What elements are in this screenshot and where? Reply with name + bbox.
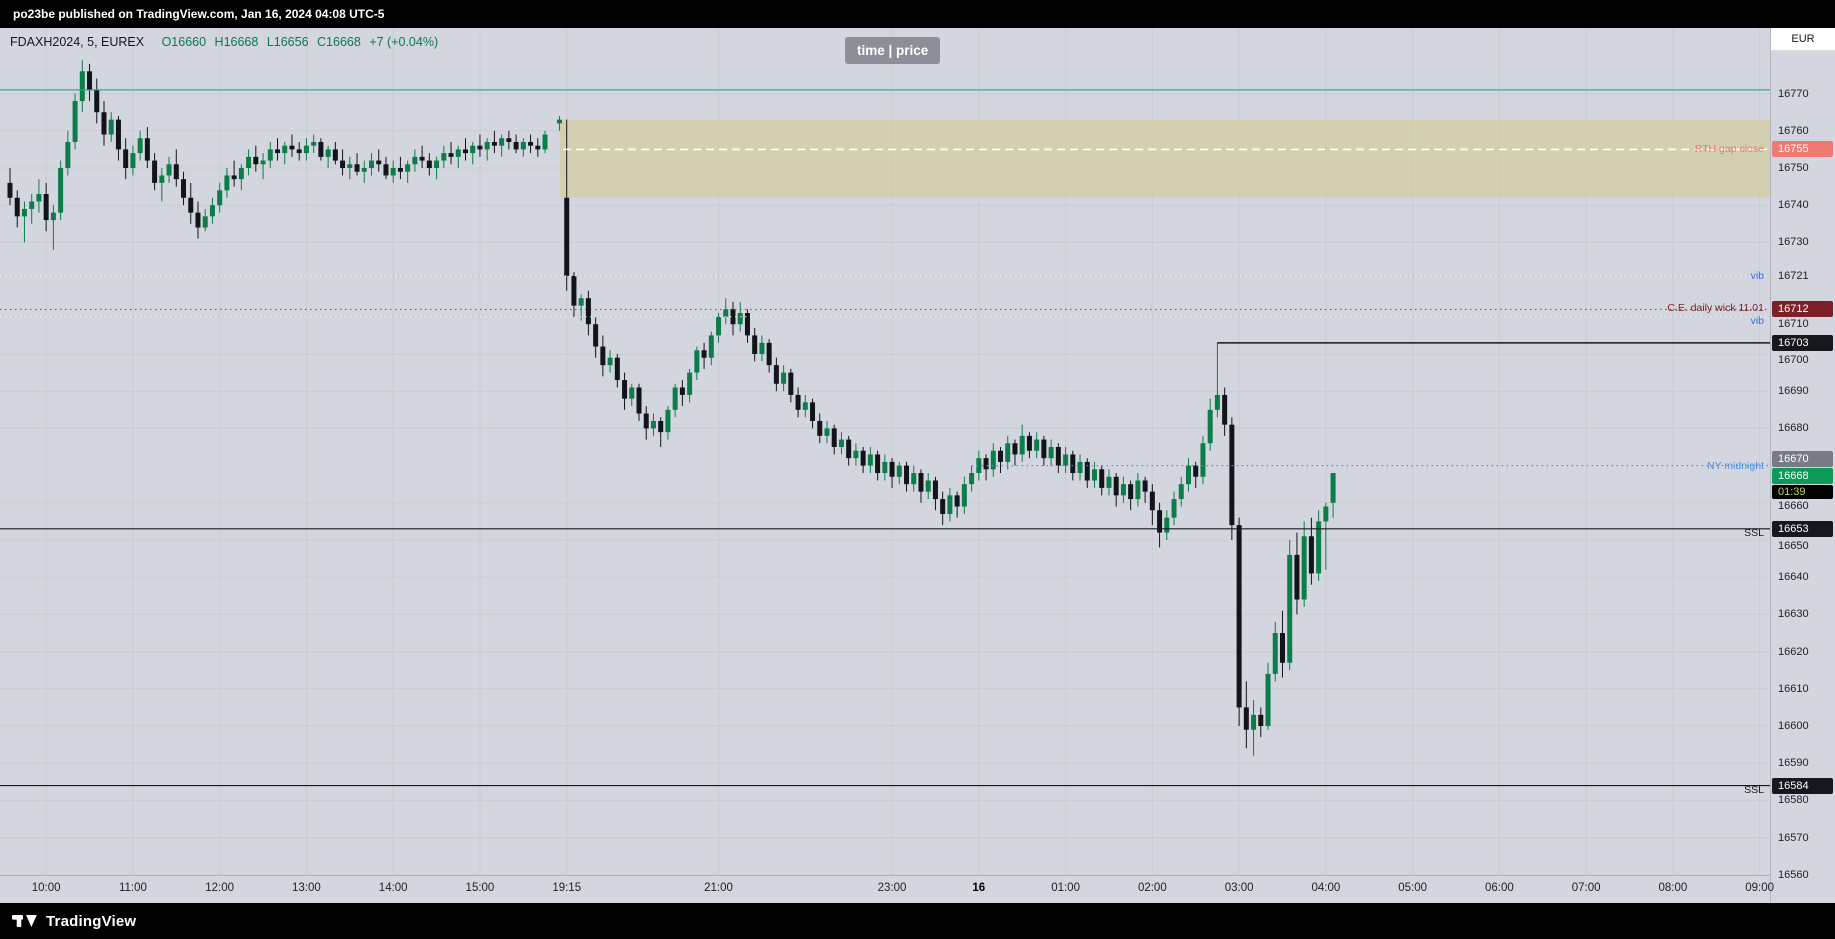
price-label-16703: 16703 <box>1772 334 1833 351</box>
price-label-16584: 16584 <box>1772 777 1833 794</box>
time-label-0200: 02:00 <box>1137 882 1167 894</box>
price-label-16712: 16712 <box>1772 301 1833 318</box>
bottom-bar: TradingView <box>0 903 1835 939</box>
time-scale[interactable]: 10:00 11:00 12:00 13:00 14:00 15:00 19:15 21:00… <box>0 875 1774 903</box>
time-label-0100: 01:00 <box>1051 882 1080 894</box>
time-label-0300: 03:00 <box>1224 882 1254 894</box>
ohlc-legend[interactable]: FDAXH2024, 5, EUREX O16660 H16668 L16656… <box>10 35 443 49</box>
time-label-0800: 08:00 <box>1658 882 1688 894</box>
price-label-16670: 16670 <box>1772 450 1833 467</box>
time-label-16: 16 <box>972 882 986 894</box>
legend-change: +7 (+0.04%) <box>369 35 439 49</box>
publish-bar: po23be published on TradingView.com, Jan… <box>0 0 1835 28</box>
time-label-1400: 14:00 <box>378 882 408 894</box>
price-tick-16740: 16740 <box>1778 199 1809 212</box>
price-tick-16750: 16750 <box>1778 162 1809 174</box>
currency-label: EUR <box>1771 28 1835 51</box>
time-label-2300: 23:00 <box>877 882 907 894</box>
price-label-16755: 16755 <box>1772 141 1833 158</box>
candlestick-chart[interactable] <box>0 28 1770 875</box>
price-tick-16770: 16770 <box>1778 87 1809 100</box>
ssl-upper-label[interactable]: SSL <box>1744 526 1764 539</box>
price-tick-16650: 16650 <box>1778 540 1809 552</box>
time-label-0400: 04:00 <box>1311 882 1341 894</box>
time-label-0500: 05:00 <box>1398 882 1427 894</box>
ny-midnight-label[interactable]: NY midnight <box>1706 459 1764 472</box>
time-label-1200: 12:00 <box>205 882 235 894</box>
price-tick-16600: 16600 <box>1778 720 1809 732</box>
bar-countdown-label: 01:39 <box>1772 485 1833 500</box>
legend-close: C16668 <box>317 35 361 49</box>
time-label-1100: 11:00 <box>118 882 147 894</box>
price-tick-16630: 16630 <box>1778 608 1809 621</box>
time-price-note[interactable]: time | price <box>845 37 941 64</box>
price-scale[interactable]: EUR 16770 16760 16750 16740 16730 16721 16710 1… <box>1770 28 1835 903</box>
legend-open: O16660 <box>161 35 207 49</box>
vib-upper-label[interactable]: vib <box>1750 269 1764 282</box>
time-label-1000: 10:00 <box>31 882 61 894</box>
ssl-lower-label[interactable]: SSL <box>1744 783 1764 796</box>
time-label-0900: 09:00 <box>1745 882 1775 894</box>
tradingview-logo[interactable]: TradingView <box>12 912 136 930</box>
price-tick-16560: 16560 <box>1778 868 1809 881</box>
legend-low: L16656 <box>266 35 309 49</box>
price-tick-16580: 16580 <box>1778 794 1809 807</box>
vib-lower-label[interactable]: vib <box>1750 314 1764 327</box>
ce-daily-wick-label[interactable]: C.E. daily wick 11.01 <box>1667 302 1764 315</box>
price-tick-16730: 16730 <box>1778 236 1809 249</box>
legend-high: H16668 <box>214 35 259 49</box>
time-label-1915: 19:15 <box>552 882 582 894</box>
price-tick-16640: 16640 <box>1778 571 1809 584</box>
price-tick-16721: 16721 <box>1778 269 1809 282</box>
publish-bar-text: po23be published on TradingView.com, Jan… <box>13 7 385 21</box>
legend-symbol: FDAXH2024, 5, EUREX <box>10 35 145 49</box>
price-tick-16700: 16700 <box>1778 354 1809 366</box>
tradingview-logo-icon <box>12 915 37 927</box>
price-tick-16710: 16710 <box>1778 317 1809 330</box>
rth-gap-close-label[interactable]: RTH gap close <box>1694 143 1764 156</box>
price-tick-16590: 16590 <box>1778 757 1809 770</box>
time-label-2100: 21:00 <box>704 882 733 894</box>
tradingview-logo-text: TradingView <box>46 912 137 930</box>
price-tick-16680: 16680 <box>1778 422 1809 435</box>
price-label-16653: 16653 <box>1772 520 1833 537</box>
price-tick-16610: 16610 <box>1778 682 1809 695</box>
price-tick-16690: 16690 <box>1778 385 1809 398</box>
price-tick-16660: 16660 <box>1778 499 1809 512</box>
time-label-0600: 06:00 <box>1484 882 1514 894</box>
time-label-0700: 07:00 <box>1571 882 1601 894</box>
price-label-16668: 16668 <box>1772 468 1833 485</box>
price-tick-16620: 16620 <box>1778 645 1809 658</box>
time-label-1500: 15:00 <box>465 882 495 894</box>
price-tick-16570: 16570 <box>1778 831 1809 844</box>
time-label-1300: 13:00 <box>292 882 321 894</box>
chart-pane[interactable]: RTH gap close vib C.E. daily wick 11.01 vib… <box>0 28 1770 875</box>
price-tick-16760: 16760 <box>1778 124 1809 137</box>
